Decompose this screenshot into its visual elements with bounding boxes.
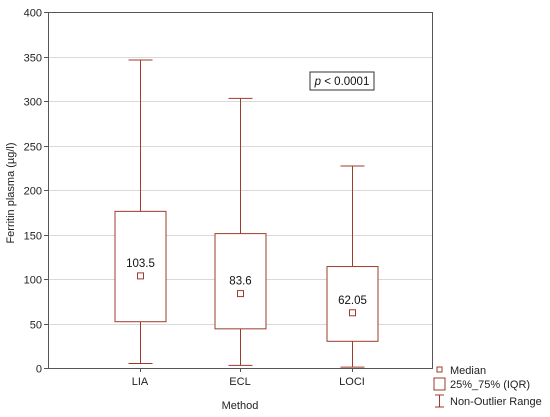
legend-median-marker	[436, 366, 443, 373]
y-tick-label: 0	[36, 364, 42, 376]
x-tick-label: ECL	[229, 376, 250, 388]
x-axis-title: Method	[222, 400, 259, 412]
axes: 0 50 100 150 200 250 300 350 400 LIA ECL LOCI	[24, 8, 433, 388]
legend: Median 25%_75% (IQR) Non-Outlier Range	[433, 365, 542, 408]
median-value-label: 83.6	[229, 276, 251, 288]
legend-item-range: Non-Outlier Range	[435, 394, 542, 408]
legend-item-iqr: 25%_75% (IQR)	[433, 377, 530, 391]
median-marker	[349, 309, 356, 317]
p-value-text: p < 0.0001	[314, 76, 370, 88]
x-tick-label: LIA	[132, 376, 149, 388]
legend-box-marker	[433, 377, 446, 391]
median-marker	[137, 272, 144, 280]
y-axis-title: Ferritin plasma (µg/l)	[5, 142, 17, 243]
p-value-annotation: p < 0.0001	[309, 71, 375, 91]
legend-label-range: Non-Outlier Range	[450, 396, 542, 408]
p-value-symbol: p	[314, 76, 322, 88]
y-tick-label: 200	[24, 186, 42, 198]
box-group-loci: 62.05	[326, 165, 379, 368]
median-value-label: 62.05	[338, 295, 367, 307]
y-tick-label: 100	[24, 275, 42, 287]
iqr-box	[214, 233, 267, 330]
p-value-box	[309, 71, 375, 91]
median-value-label: 103.5	[126, 258, 155, 270]
legend-item-median: Median	[436, 365, 486, 377]
legend-label-iqr: 25%_75% (IQR)	[450, 379, 530, 391]
y-tick-label: 50	[30, 320, 42, 332]
y-tick-label: 350	[24, 53, 42, 65]
iqr-box	[326, 266, 379, 342]
y-tick-label: 300	[24, 97, 42, 109]
x-tick-label: LOCI	[339, 376, 365, 388]
p-value-threshold: < 0.0001	[321, 76, 369, 88]
boxes: 103.5 83.6 62.05	[114, 59, 379, 368]
y-tick-label: 150	[24, 231, 42, 243]
box-group-lia: 103.5	[114, 59, 167, 365]
y-tick-label: 400	[24, 8, 42, 20]
iqr-box	[114, 210, 167, 323]
box-group-ecl: 83.6	[214, 97, 267, 366]
median-marker	[237, 290, 244, 298]
legend-label-median: Median	[450, 365, 486, 377]
y-tick-label: 250	[24, 142, 42, 154]
